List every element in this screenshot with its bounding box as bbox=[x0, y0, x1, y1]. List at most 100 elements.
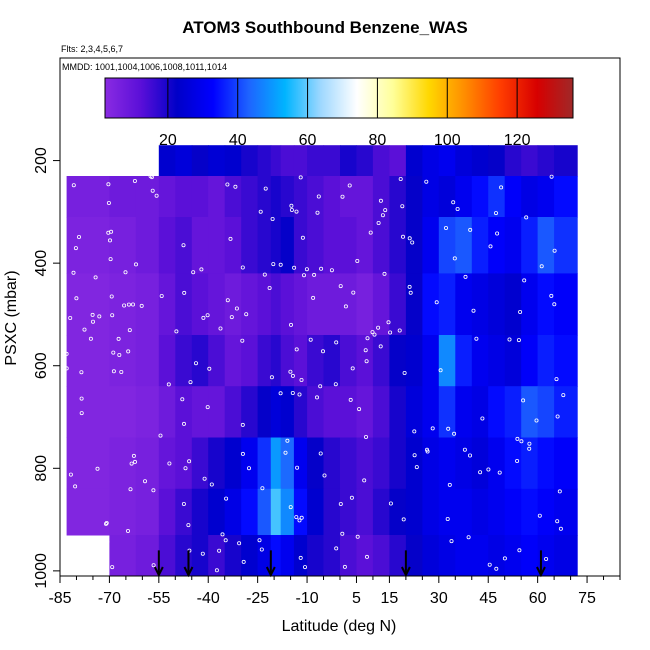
heatmap-cell bbox=[293, 273, 308, 336]
sample-marker bbox=[315, 210, 320, 215]
heatmap-cell bbox=[389, 386, 407, 438]
x-tick-label: -10 bbox=[295, 590, 318, 607]
sample-marker bbox=[452, 431, 457, 436]
heatmap-cell bbox=[389, 488, 407, 536]
sample-marker bbox=[278, 391, 283, 396]
heatmap-cell bbox=[537, 145, 555, 177]
heatmap-cell bbox=[340, 335, 357, 387]
heatmap-cell bbox=[191, 535, 209, 577]
sample-marker bbox=[362, 478, 367, 483]
heatmap-cell bbox=[135, 335, 160, 387]
sample-marker bbox=[350, 366, 355, 371]
sample-marker bbox=[88, 336, 93, 341]
heatmap-cell bbox=[208, 335, 226, 387]
sample-marker bbox=[270, 216, 275, 221]
sample-marker bbox=[397, 328, 402, 333]
sample-marker bbox=[537, 513, 542, 518]
sample-marker bbox=[452, 256, 457, 261]
sample-marker bbox=[149, 175, 154, 180]
heatmap-cell bbox=[323, 437, 341, 490]
sample-marker bbox=[154, 193, 159, 198]
heatmap-cell bbox=[389, 535, 407, 577]
heatmap-cell bbox=[175, 488, 193, 536]
sample-marker bbox=[285, 438, 290, 443]
sample-marker bbox=[474, 336, 479, 341]
sample-marker bbox=[64, 351, 69, 356]
x-tick-label: -85 bbox=[48, 590, 71, 607]
heatmap-cell bbox=[307, 535, 325, 577]
sample-marker bbox=[338, 284, 343, 289]
sample-marker bbox=[455, 206, 460, 211]
heatmap-cell bbox=[471, 335, 489, 387]
heatmap-cell bbox=[323, 335, 341, 387]
sample-marker bbox=[234, 306, 239, 311]
sample-marker bbox=[202, 476, 207, 481]
heatmap-cell bbox=[280, 437, 295, 490]
heatmap-cell bbox=[270, 145, 282, 177]
sample-marker bbox=[132, 178, 137, 183]
sample-marker bbox=[142, 479, 147, 484]
heatmap-cell bbox=[135, 535, 160, 577]
sample-marker bbox=[207, 366, 212, 371]
heatmap-cell bbox=[270, 273, 282, 336]
sample-marker bbox=[402, 370, 407, 375]
profile-arrow-head bbox=[153, 566, 164, 578]
heatmap-cell bbox=[241, 217, 259, 274]
heatmap-cell bbox=[471, 217, 489, 274]
heatmap-cell bbox=[224, 488, 242, 536]
heatmap-cell bbox=[158, 386, 176, 438]
heatmap-cell bbox=[488, 217, 506, 274]
sample-marker bbox=[355, 258, 360, 263]
sample-marker bbox=[438, 368, 443, 373]
sample-marker bbox=[349, 495, 354, 500]
heatmap-cell bbox=[455, 273, 473, 336]
heatmap-cell bbox=[422, 273, 440, 336]
heatmap-cell bbox=[356, 217, 374, 274]
sample-marker bbox=[187, 459, 192, 464]
sample-marker bbox=[555, 414, 560, 419]
sample-marker bbox=[191, 270, 196, 275]
heatmap-cell bbox=[109, 437, 137, 490]
heatmap-cell bbox=[471, 176, 489, 218]
sample-marker bbox=[128, 487, 133, 492]
sample-marker bbox=[289, 203, 294, 208]
sample-marker bbox=[133, 262, 138, 267]
sample-marker bbox=[424, 447, 429, 452]
sample-marker bbox=[224, 496, 229, 501]
sample-marker bbox=[338, 501, 343, 506]
heatmap-cell bbox=[340, 217, 357, 274]
heatmap-cell bbox=[356, 176, 374, 218]
heatmap-cell bbox=[537, 176, 555, 218]
heatmap-cell bbox=[405, 273, 423, 336]
sample-marker bbox=[297, 518, 302, 523]
sample-marker bbox=[407, 284, 412, 289]
sample-marker bbox=[66, 560, 71, 565]
sample-marker bbox=[383, 208, 388, 213]
heatmap-cell bbox=[175, 335, 193, 387]
heatmap-cell bbox=[175, 437, 193, 490]
heatmap-cell bbox=[241, 176, 259, 218]
heatmap-cell bbox=[405, 335, 423, 387]
sample-marker bbox=[294, 209, 299, 214]
heatmap-cell bbox=[293, 437, 308, 490]
sample-marker bbox=[424, 179, 429, 184]
sample-marker bbox=[182, 290, 187, 295]
heatmap-cell bbox=[293, 145, 308, 177]
heatmap-cell bbox=[307, 386, 325, 438]
heatmap-cell bbox=[471, 535, 489, 577]
heatmap-cell bbox=[537, 273, 555, 336]
y-tick-label: 1000 bbox=[33, 553, 50, 589]
heatmap-cell bbox=[280, 535, 295, 577]
heatmap-cell bbox=[504, 145, 522, 177]
sample-marker bbox=[521, 398, 526, 403]
sample-marker bbox=[174, 329, 179, 334]
sample-marker bbox=[304, 267, 309, 272]
sample-marker bbox=[288, 322, 293, 327]
sample-marker bbox=[554, 377, 559, 382]
heatmap-cell bbox=[109, 335, 137, 387]
heatmap-cell bbox=[280, 386, 295, 438]
heatmap-cell bbox=[191, 145, 209, 177]
heatmap-cell bbox=[208, 145, 226, 177]
sample-marker bbox=[199, 267, 204, 272]
